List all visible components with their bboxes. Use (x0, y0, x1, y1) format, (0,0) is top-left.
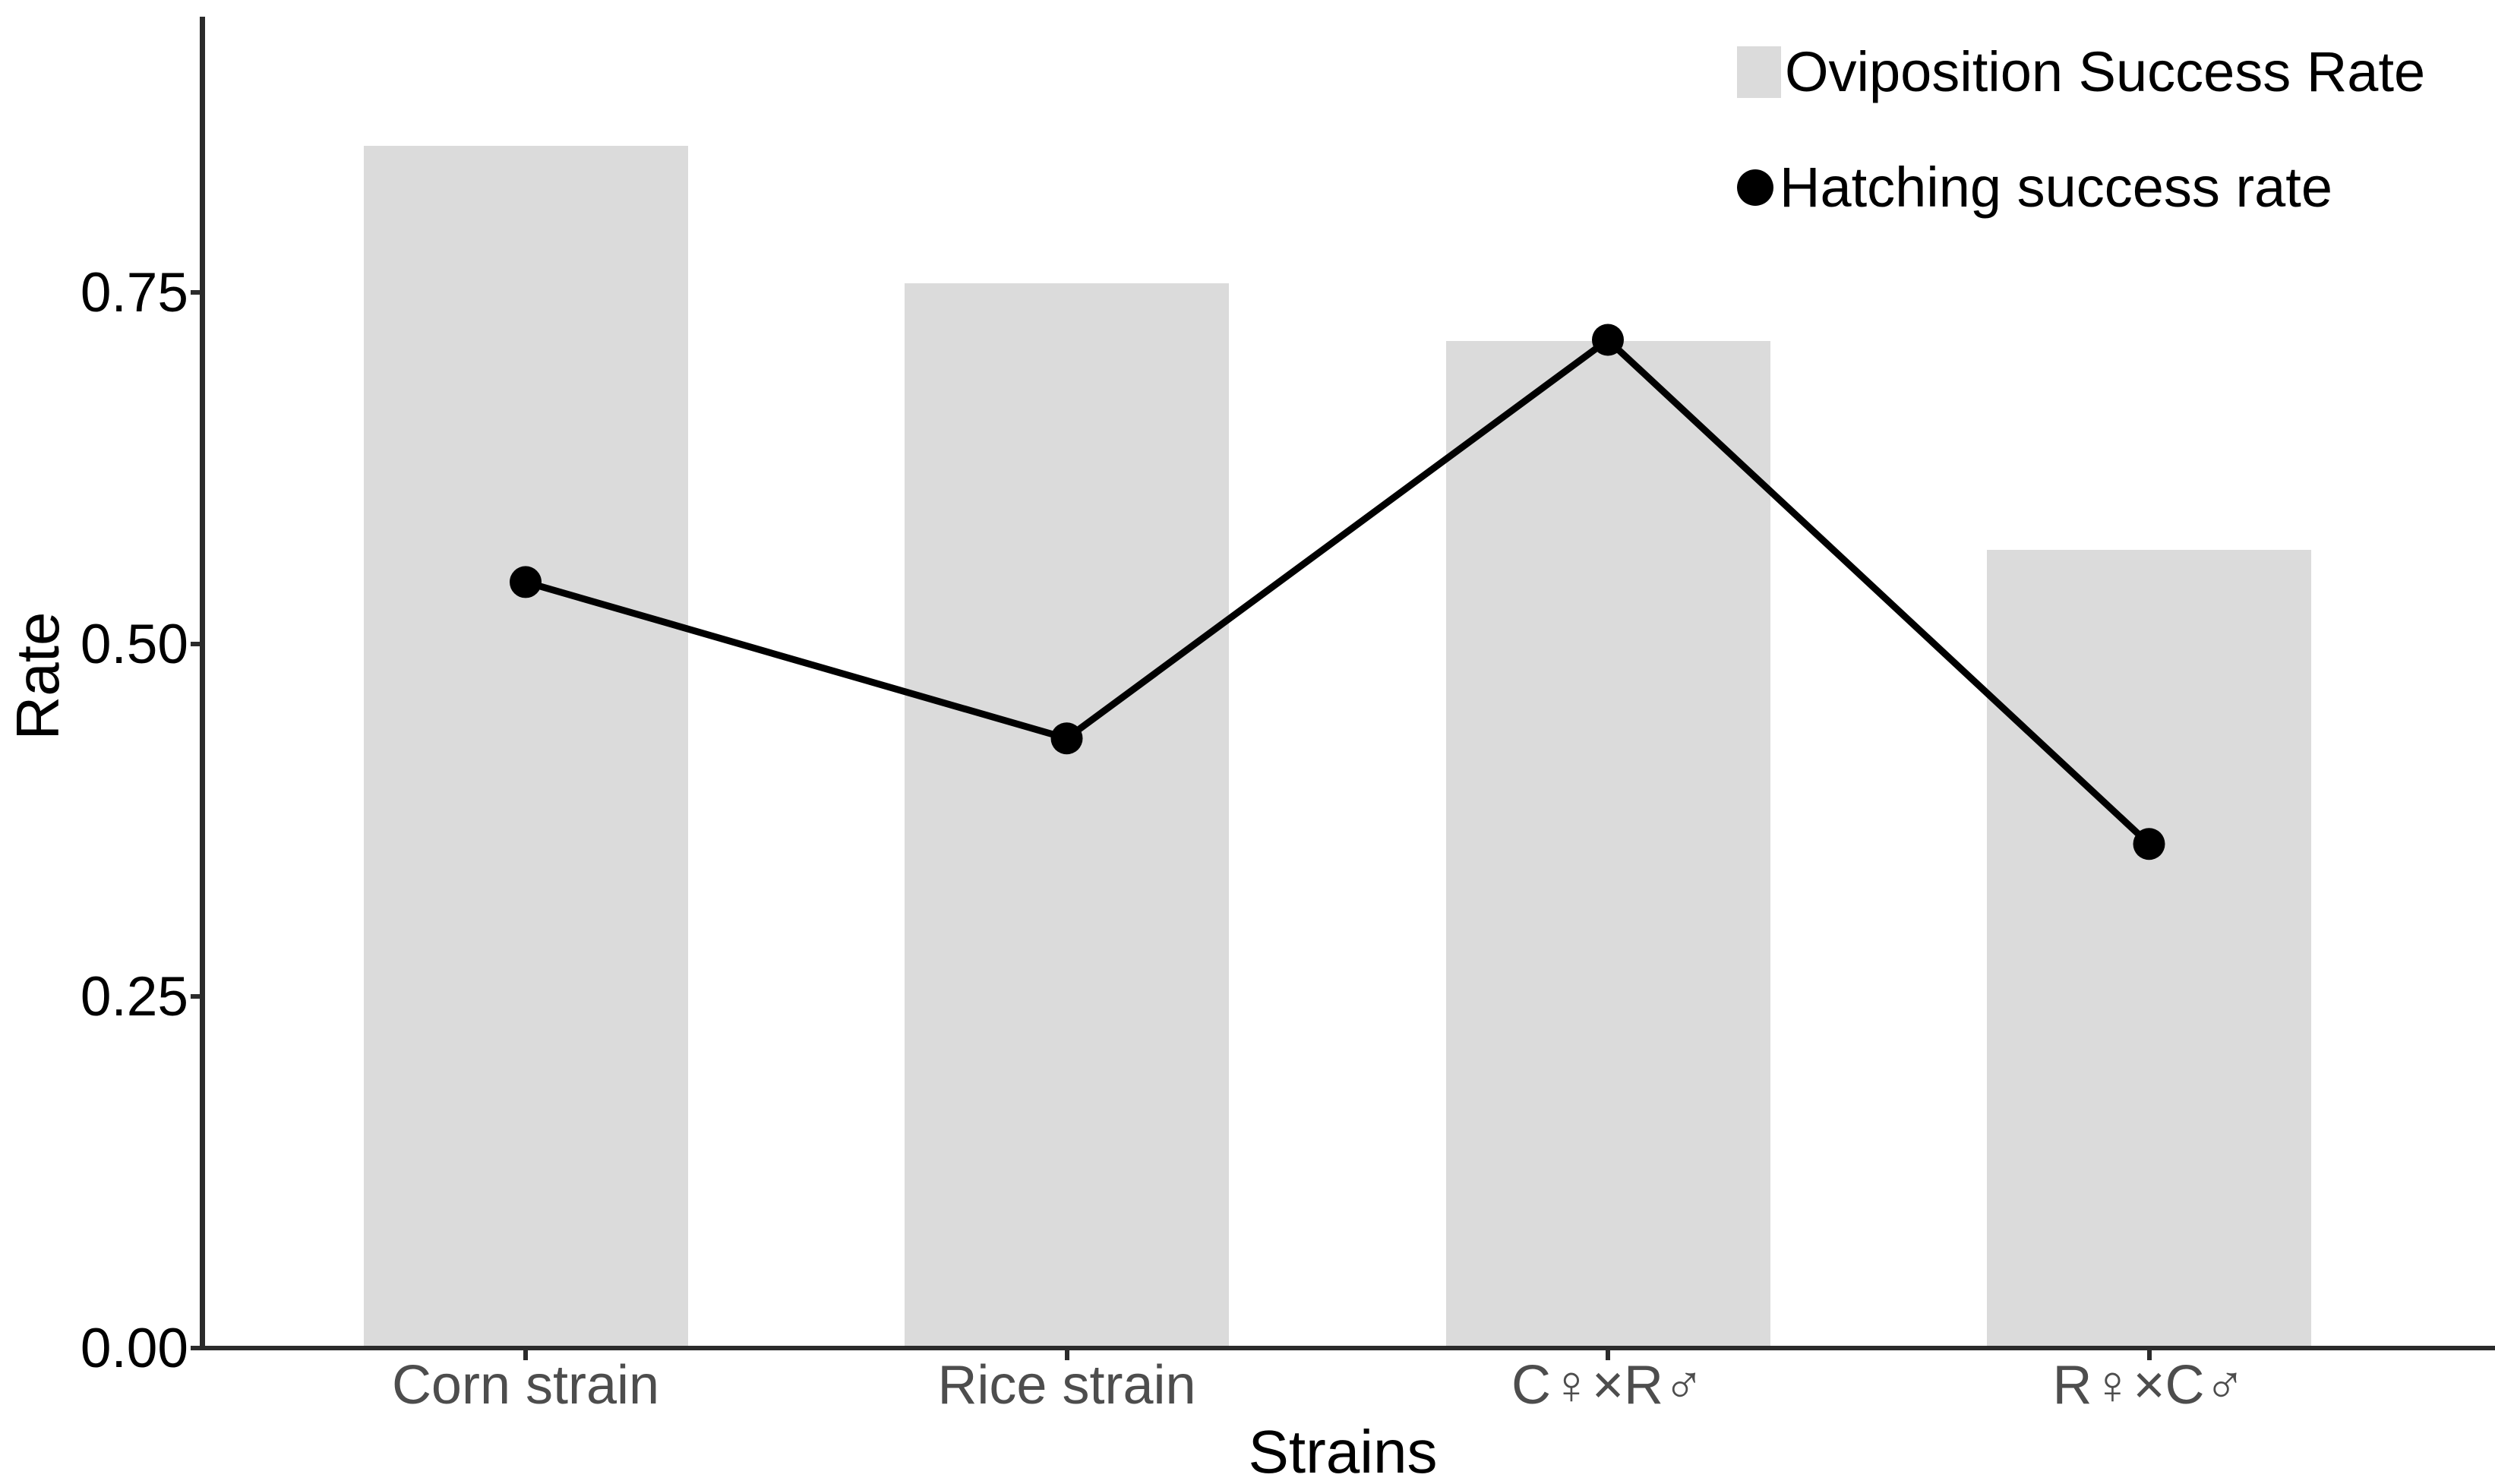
x-tick (523, 1350, 528, 1360)
point-swatch-icon (1737, 169, 1773, 206)
legend-label-oviposition: Oviposition Success Rate (1785, 40, 2426, 103)
y-tick-label: 0.50 (80, 614, 188, 675)
y-tick (191, 1346, 201, 1350)
hatching-series-line (524, 335, 2152, 847)
bar-2 (905, 283, 1229, 1348)
x-tick-label: Rice strain (937, 1355, 1196, 1416)
y-tick (191, 993, 201, 999)
x-axis-line (200, 1346, 2495, 1350)
x-tick-label: C♀×R♂ (1511, 1355, 1705, 1416)
legend-item-oviposition: Oviposition Success Rate (1737, 40, 2426, 103)
hatching-data-point (2133, 828, 2165, 860)
x-tick-label: Corn strain (391, 1355, 660, 1416)
y-tick (191, 642, 201, 646)
hatching-data-point (1592, 324, 1624, 356)
y-axis-title: Rate (4, 611, 71, 740)
x-tick (2146, 1350, 2152, 1360)
x-tick (1064, 1350, 1069, 1360)
y-axis-line (200, 17, 205, 1350)
hatching-data-point (1050, 722, 1083, 755)
legend-label-hatching: Hatching success rate (1780, 156, 2333, 219)
y-tick (191, 289, 201, 295)
bar-4 (1987, 549, 2311, 1348)
x-tick (1606, 1350, 1610, 1360)
legend-item-hatching: Hatching success rate (1737, 156, 2333, 219)
bar-swatch-icon (1737, 46, 1781, 98)
x-tick-label: R♀×C♂ (2052, 1355, 2246, 1416)
y-tick-label: 0.25 (80, 965, 188, 1028)
bar-1 (363, 145, 688, 1348)
hatching-data-point (510, 566, 542, 598)
y-tick-label: 0.75 (80, 261, 188, 324)
y-tick-label: 0.00 (80, 1318, 188, 1379)
bar-3 (1445, 341, 1770, 1348)
x-axis-title: Strains (1248, 1418, 1438, 1484)
